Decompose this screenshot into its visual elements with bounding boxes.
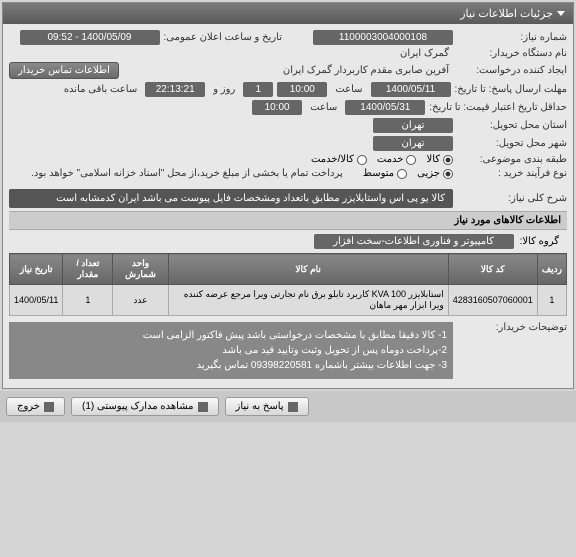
days-left: 1 xyxy=(243,82,273,97)
main-panel: جزئیات اطلاعات نیاز شماره نیاز: 11000030… xyxy=(2,2,574,389)
public-announce-label: تاریخ و ساعت اعلان عمومی: xyxy=(164,32,283,43)
purchase-type-label: نوع فرآیند خرید : xyxy=(457,168,567,179)
time-left: 22:13:21 xyxy=(145,82,205,97)
buyer-org-value: گمرک ایران xyxy=(396,48,453,59)
need-number-label: شماره نیاز: xyxy=(457,32,567,43)
cat-both-radio[interactable]: کالا/خدمت xyxy=(311,154,367,165)
th-unit: واحد شمارش xyxy=(113,254,168,285)
delivery-state: تهران xyxy=(373,118,453,133)
items-table: ردیف کد کالا نام کالا واحد شمارش تعداد /… xyxy=(9,253,567,316)
radio-icon xyxy=(397,169,407,179)
group-label: گروه کالا: xyxy=(520,236,559,247)
note-line1: 1- کالا دقیقا مطابق با مشخصات درخواستی ب… xyxy=(15,328,447,343)
note-line3: 3- جهت اطلاعات بیشتر باشماره 09398220581… xyxy=(15,358,447,373)
cat-goods-radio[interactable]: کالا xyxy=(426,154,453,165)
buyer-notes: 1- کالا دقیقا مطابق با مشخصات درخواستی ب… xyxy=(9,322,453,379)
cell-date: 1400/05/11 xyxy=(10,285,63,316)
need-number-value: 1100003004000108 xyxy=(313,30,453,45)
panel-title: جزئیات اطلاعات نیاز xyxy=(460,7,553,20)
th-qty: تعداد / مقدار xyxy=(63,254,113,285)
validity-date: 1400/05/31 xyxy=(345,100,425,115)
requester-label: ایجاد کننده درخواست: xyxy=(457,65,567,76)
chevron-down-icon xyxy=(557,11,565,16)
panel-header: جزئیات اطلاعات نیاز xyxy=(3,3,573,24)
note-line2: 2-پرداخت دوماه پس از تحویل وثبت وتایید ق… xyxy=(15,343,447,358)
validity-time: 10:00 xyxy=(252,100,302,115)
reply-icon xyxy=(288,402,298,412)
desc-label: شرح کلی نیاز: xyxy=(457,193,567,204)
reply-button[interactable]: پاسخ به نیاز xyxy=(225,397,309,416)
delivery-city-label: شهر محل تحویل: xyxy=(457,138,567,149)
deadline-time: 10:00 xyxy=(277,82,327,97)
items-section-header: اطلاعات کالاهای مورد نیاز xyxy=(9,211,567,230)
time-label-2: ساعت xyxy=(306,102,341,113)
attachment-icon xyxy=(198,402,208,412)
desc-text: کالا یو پی اس واستابلایزر مطابق باتعداد … xyxy=(9,189,453,208)
deadline-date: 1400/05/11 xyxy=(371,82,451,97)
category-label: طبقه بندی موضوعی: xyxy=(457,154,567,165)
cell-code: 4283160507060001 xyxy=(448,285,537,316)
buyer-org-label: نام دستگاه خریدار: xyxy=(457,48,567,59)
deadline-label: مهلت ارسال پاسخ: تا تاریخ: xyxy=(455,84,567,95)
cell-qty: 1 xyxy=(63,285,113,316)
cat-service-radio[interactable]: خدمت xyxy=(377,154,417,165)
delivery-state-label: استان محل تحویل: xyxy=(457,120,567,131)
time-label-1: ساعت xyxy=(331,84,366,95)
contact-button[interactable]: اطلاعات تماس خریدار xyxy=(9,62,119,79)
category-options: کالا خدمت کالا/خدمت xyxy=(311,154,453,165)
radio-checked-icon xyxy=(443,169,453,179)
cell-idx: 1 xyxy=(537,285,566,316)
th-name: نام کالا xyxy=(168,254,448,285)
attachments-button[interactable]: مشاهده مدارک پیوستی (1) xyxy=(71,397,219,416)
panel-body: شماره نیاز: 1100003004000108 تاریخ و ساع… xyxy=(3,24,573,388)
exit-button[interactable]: خروج xyxy=(6,397,65,416)
group-value: کامپیوتر و فناوری اطلاعات-سخت افزار xyxy=(314,234,514,249)
table-row: 1 4283160507060001 استابلایزر KVA 100 کا… xyxy=(10,285,567,316)
day-label: روز و xyxy=(209,84,239,95)
radio-checked-icon xyxy=(443,155,453,165)
requester-value: آفرین صابری مقدم کاربردار گمرک ایران xyxy=(279,65,453,76)
validity-label: حداقل تاریخ اعتبار قیمت: تا تاریخ: xyxy=(429,102,567,113)
radio-icon xyxy=(357,155,367,165)
th-idx: ردیف xyxy=(537,254,566,285)
public-announce-value: 1400/05/09 - 09:52 xyxy=(20,30,160,45)
purchase-note: پرداخت تمام یا بخشی از مبلغ خرید،از محل … xyxy=(27,168,347,179)
radio-icon xyxy=(406,155,416,165)
cell-name: استابلایزر KVA 100 کاربرد تابلو برق نام … xyxy=(168,285,448,316)
pt-medium-radio[interactable]: متوسط xyxy=(363,168,407,179)
purchase-type-options: جزیی متوسط xyxy=(363,168,453,179)
th-code: کد کالا xyxy=(448,254,537,285)
cell-unit: عدد xyxy=(113,285,168,316)
exit-icon xyxy=(44,402,54,412)
th-date: تاریخ نیاز xyxy=(10,254,63,285)
footer-buttons: پاسخ به نیاز مشاهده مدارک پیوستی (1) خرو… xyxy=(0,391,576,422)
notes-label: توضیحات خریدار: xyxy=(457,322,567,333)
table-header-row: ردیف کد کالا نام کالا واحد شمارش تعداد /… xyxy=(10,254,567,285)
time-remaining-label: ساعت باقی مانده xyxy=(60,84,141,95)
delivery-city: تهران xyxy=(373,136,453,151)
pt-partial-radio[interactable]: جزیی xyxy=(417,168,453,179)
